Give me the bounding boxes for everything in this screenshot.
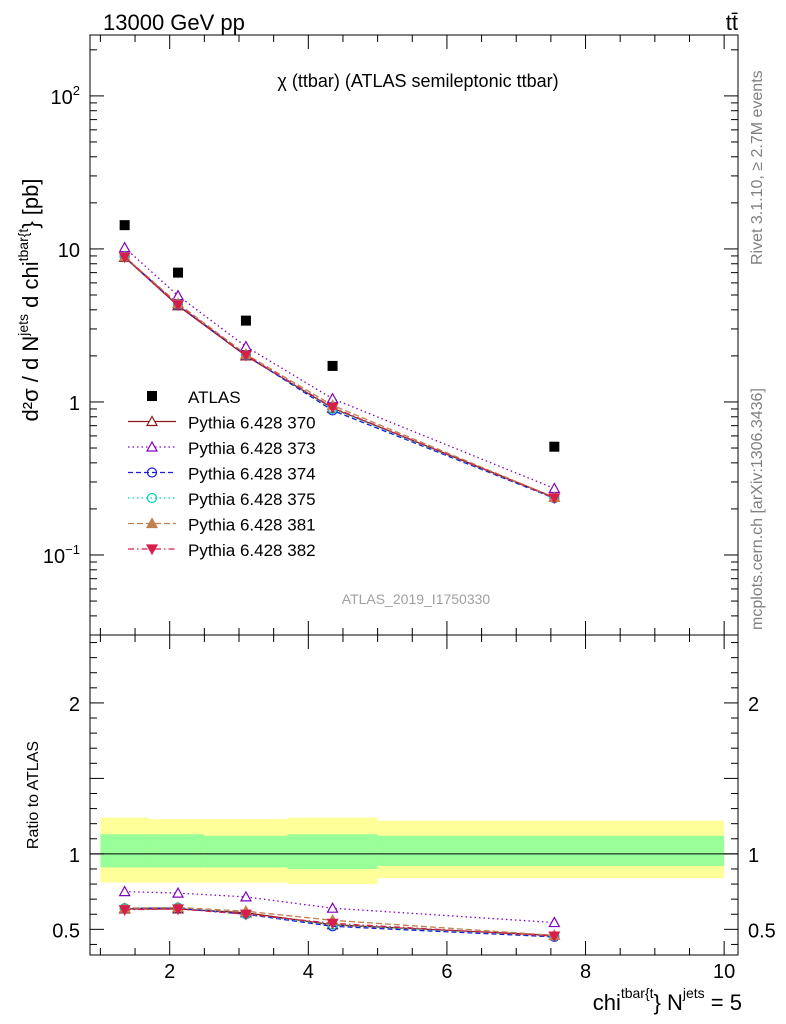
ratio-series-marker: [239, 890, 252, 902]
series-marker: [239, 350, 252, 362]
x-axis-label: chitbar{t} Njets = 5: [593, 985, 742, 1015]
ratio-series-line: [124, 906, 555, 937]
data-point: [327, 360, 338, 371]
legend-marker: [146, 467, 158, 478]
xlabel-sup1: tbar{t: [621, 985, 654, 1001]
x-tick-label: 2: [164, 961, 175, 983]
ratio-series-marker: [171, 886, 185, 898]
legend-label: Pythia 6.428 373: [188, 439, 316, 458]
xlabel-end: = 5: [705, 990, 742, 1015]
x-tick-label: 6: [441, 961, 452, 983]
uncertainty-band-inner: [377, 835, 725, 866]
data-point: [240, 315, 251, 326]
legend-label: Pythia 6.428 382: [188, 541, 316, 560]
data-point: [119, 220, 130, 231]
series-line: [124, 256, 555, 499]
ratio-frame: [89, 634, 739, 956]
ratio-series-line: [124, 908, 555, 937]
ylabel-sup1: jets: [15, 314, 31, 337]
ratio-y-tick-label-right: 1: [748, 845, 759, 867]
header-energy-label: 13000 GeV pp: [103, 10, 245, 35]
data-point: [549, 441, 560, 452]
legend-marker: [145, 440, 159, 452]
ratio-series-marker: [548, 916, 561, 928]
y-tick-label-base: 1: [69, 393, 80, 415]
ylabel-base: d²σ / d N: [18, 336, 43, 422]
xlabel-sup2: jets: [682, 985, 705, 1001]
ratio-series-marker: [239, 909, 252, 921]
ratio-y-tick-label-right: 2: [748, 694, 759, 716]
series-line: [124, 247, 555, 490]
legend-label: Pythia 6.428 375: [188, 490, 316, 509]
legend-label: Pythia 6.428 374: [188, 465, 316, 484]
ylabel-sup2: tbar{t: [15, 229, 31, 262]
ratio-series-marker: [326, 918, 339, 930]
legend: ATLAS Pythia 6.428 370 Pythia 6.428 373 Pyt…: [128, 388, 316, 560]
ratio-y-tick-label-left: 2: [69, 694, 80, 716]
mcplots-reference-label: mcplots.cern.ch [arXiv:1306.3436]: [749, 388, 766, 630]
rivet-version-label: Rivet 3.1.10, ≥ 2.7M events: [749, 70, 766, 265]
ylabel-end: } [pb]: [18, 179, 43, 229]
uncertainty-band-inner: [148, 834, 205, 868]
header-process-label: tt̄: [726, 10, 738, 35]
ratio-series-line: [124, 890, 555, 924]
ratio-y-axis-label: Ratio to ATLAS: [25, 741, 42, 849]
ratio-y-tick-label-left: 0.5: [52, 920, 80, 942]
uncertainty-band-inner: [204, 835, 288, 868]
legend-marker: [145, 415, 159, 427]
y-tick-label: 1: [69, 393, 80, 415]
series-marker: [326, 402, 339, 414]
y-tick-label: 10−1: [43, 542, 80, 568]
main-y-axis-label: d²σ / d Njets d chitbar{t} [pb]: [15, 179, 43, 422]
y-tick-label: 10: [58, 240, 80, 262]
x-tick-label: 10: [713, 961, 735, 983]
series-marker: [171, 300, 185, 312]
y-tick-label-base: 10: [43, 546, 65, 568]
legend-marker: [146, 492, 158, 504]
ylabel-mid: d chi: [18, 261, 43, 314]
ratio-series-marker: [171, 904, 185, 916]
uncertainty-band-inner: [287, 834, 378, 869]
legend-marker-data: [147, 391, 157, 401]
ratio-series-marker: [118, 885, 131, 897]
series-marker: [548, 493, 561, 505]
series-line: [124, 256, 555, 499]
legend-label-data: ATLAS: [188, 388, 241, 407]
main-title: χ (ttbar) (ATLAS semileptonic ttbar): [277, 71, 558, 91]
series-line: [124, 256, 555, 498]
ratio-series-marker: [548, 931, 561, 943]
ratio-series-marker: [326, 901, 339, 913]
series-line: [124, 256, 555, 498]
legend-label: Pythia 6.428 370: [188, 414, 316, 433]
ratio-series-marker: [118, 905, 131, 916]
legend-label: Pythia 6.428 381: [188, 516, 316, 535]
x-tick-label: 4: [303, 961, 314, 983]
ratio-series-line: [124, 908, 555, 937]
series-marker: [118, 252, 131, 264]
series-marker: [118, 241, 131, 253]
ratio-panel: 0.5 0.5 1 1 2 2 2 4 6 8 10 Ratio to ATLAS chitbar{…: [25, 634, 776, 1015]
ratio-y-tick-label-left: 1: [69, 845, 80, 867]
y-tick-label-exponent: −1: [65, 542, 80, 557]
x-tick-label: 8: [580, 961, 591, 983]
legend-marker: [145, 544, 159, 556]
watermark-label: ATLAS_2019_I1750330: [342, 591, 491, 607]
uncertainty-band-inner: [100, 834, 149, 868]
ratio-y-tick-label-right: 0.5: [748, 920, 776, 942]
xlabel-base: chi: [593, 990, 621, 1015]
y-tick-label-base: 10: [51, 87, 73, 109]
y-tick-label: 102: [51, 83, 80, 109]
series-line: [124, 256, 555, 499]
y-tick-label-base: 10: [58, 240, 80, 262]
data-point: [173, 267, 184, 278]
xlabel-mid: } N: [654, 990, 683, 1015]
legend-marker: [145, 517, 159, 529]
y-tick-label-exponent: 2: [73, 83, 80, 98]
